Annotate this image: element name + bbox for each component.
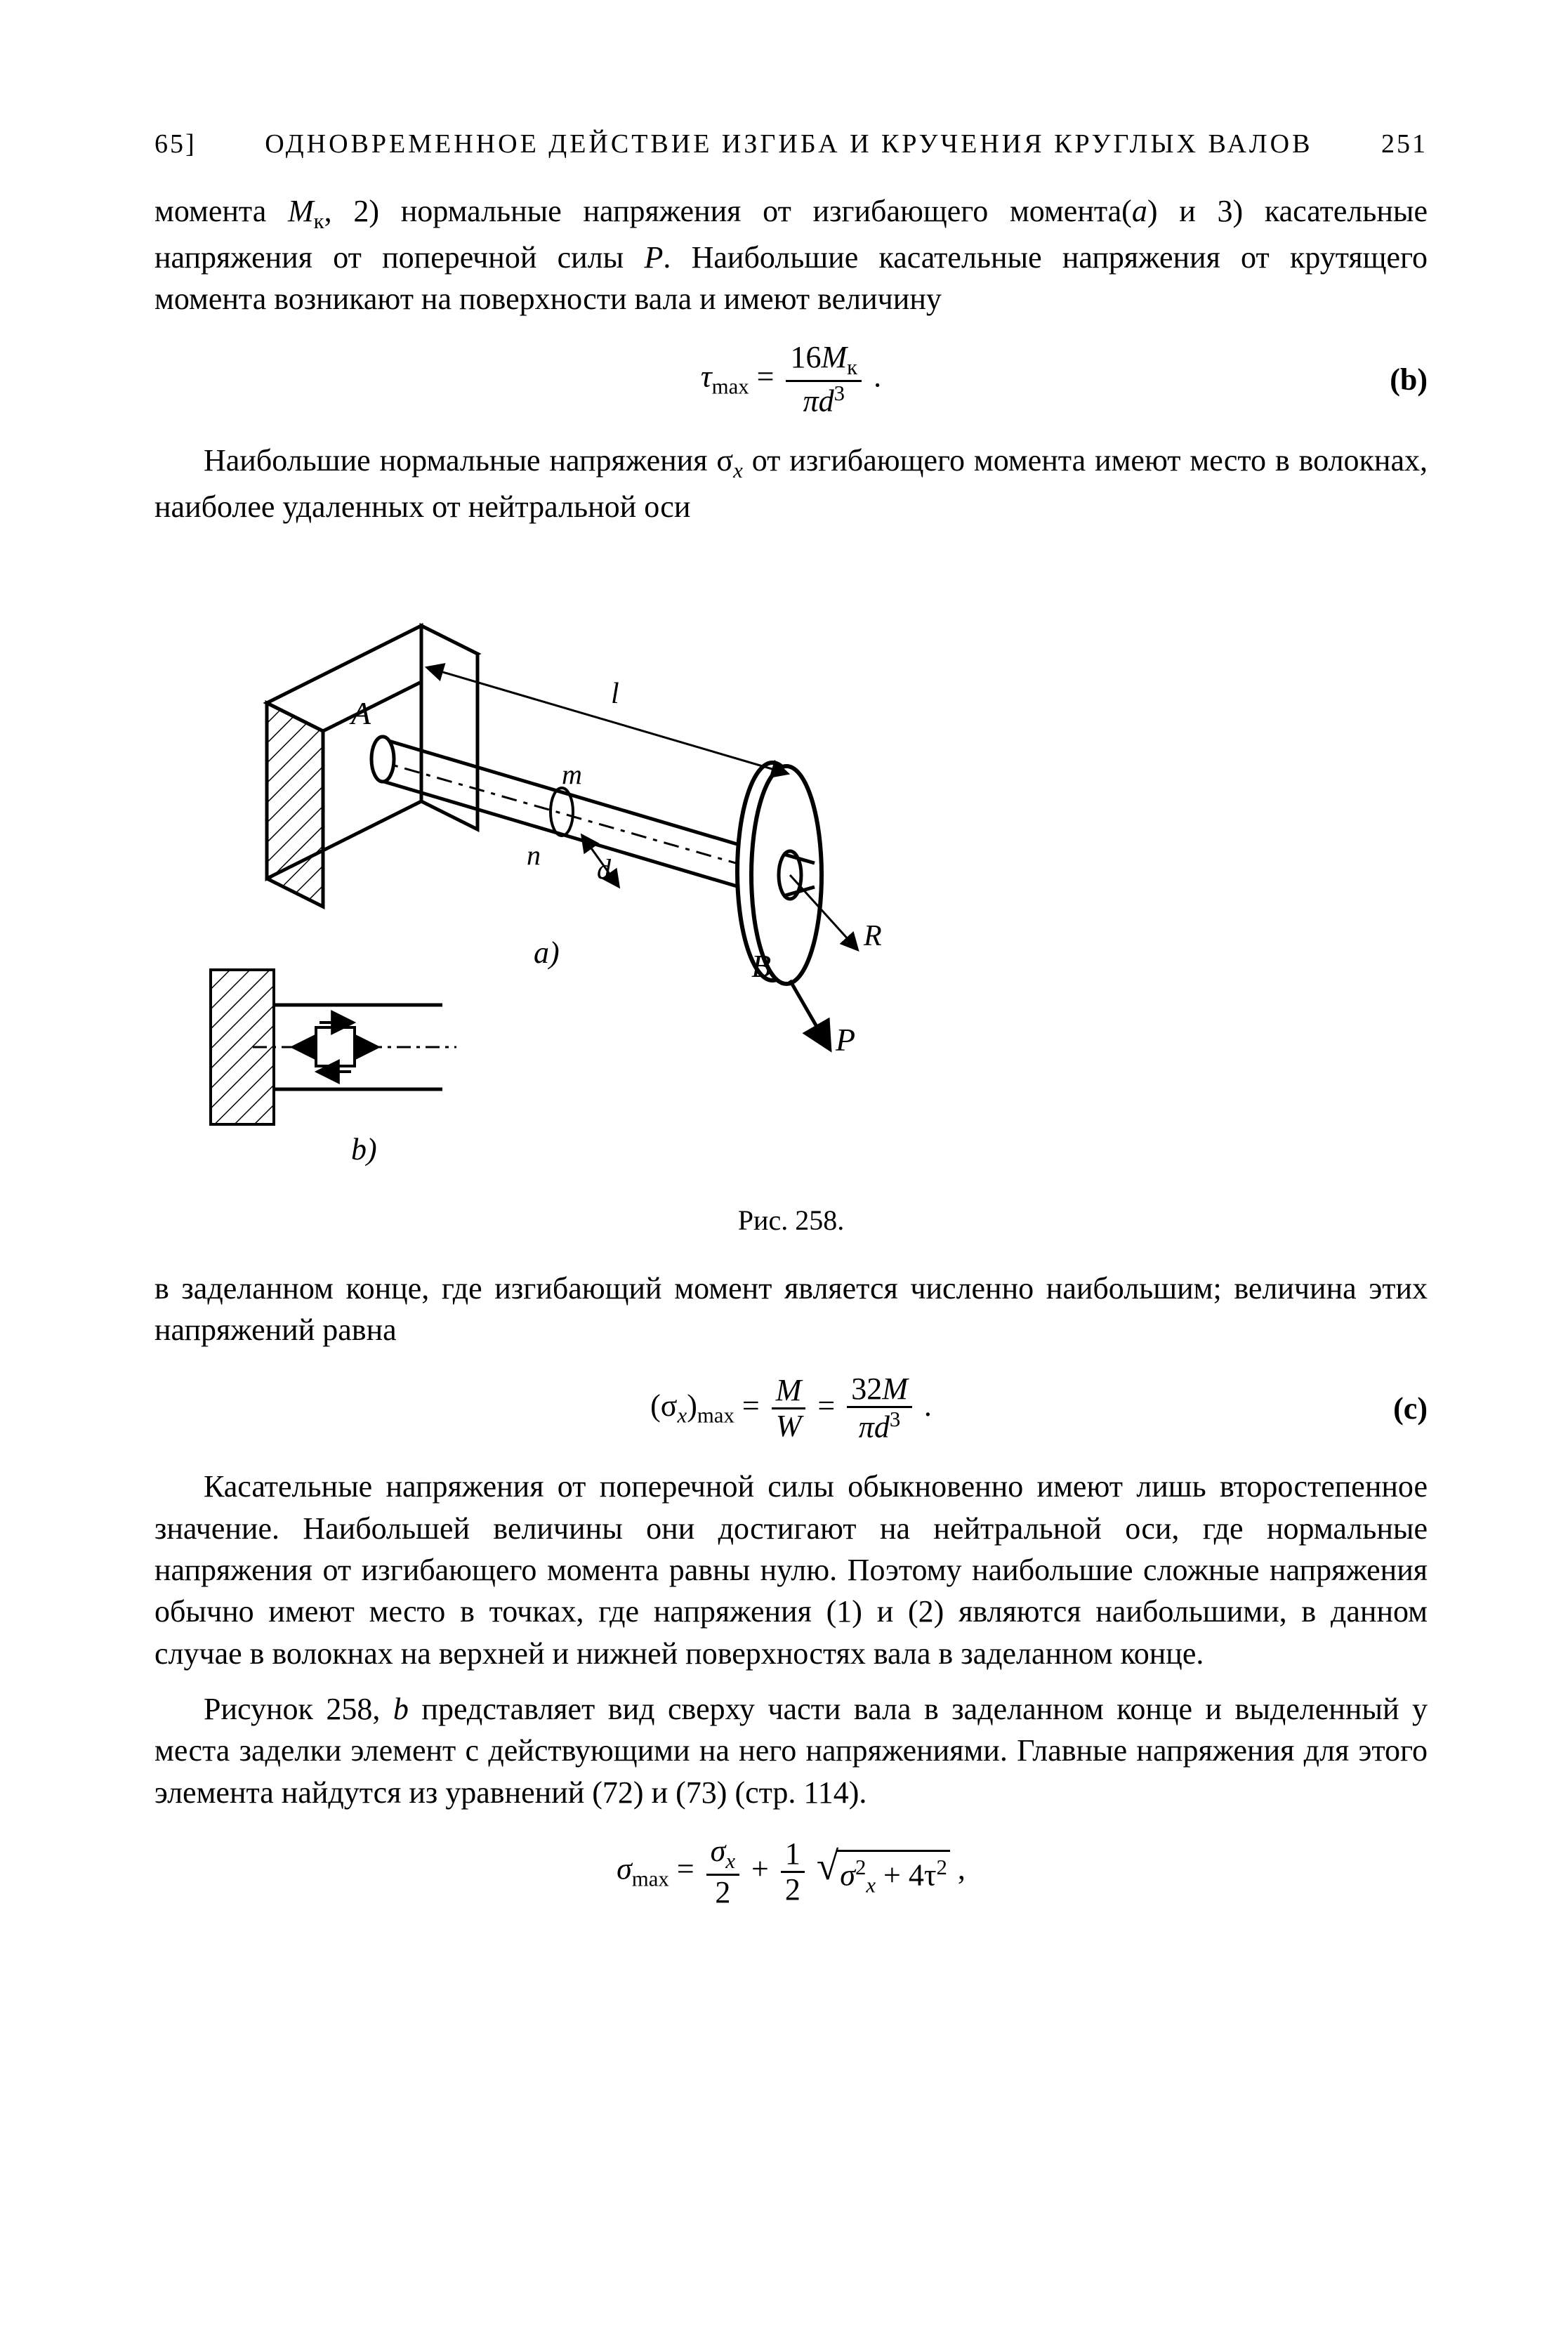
figure-258: l A m n d B R P a) — [154, 555, 1428, 1240]
paragraph-4: Касательные напряжения от поперечной сил… — [154, 1466, 1428, 1674]
page: 65] ОДНОВРЕМЕННОЕ ДЕЙСТВИЕ ИЗГИБА И КРУЧ… — [0, 0, 1568, 2347]
fig-label-d: d — [597, 853, 612, 885]
equation-b: τmax = 16Mк πd3 . (b) — [154, 341, 1428, 419]
fig-label-l: l — [611, 678, 619, 710]
fig-label-A: A — [349, 695, 371, 731]
equation-c: (σx)max = M W = 32M πd3 . (c) — [154, 1372, 1428, 1445]
running-header: 65] ОДНОВРЕМЕННОЕ ДЕЙСТВИЕ ИЗГИБА И КРУЧ… — [154, 126, 1428, 162]
paragraph-2: Наибольшие нормальные напряжения σx от и… — [154, 440, 1428, 527]
fig-label-a: a) — [534, 935, 560, 970]
paragraph-5: Рисунок 258, b представляет вид сверху ч… — [154, 1688, 1428, 1813]
fig-label-B: B — [751, 948, 771, 984]
figure-caption: Рис. 258. — [154, 1202, 1428, 1240]
paragraph-3: в заделанном конце, где изгибающий момен… — [154, 1268, 1428, 1351]
subfigure-a: l A m n d B R P a) — [267, 626, 882, 1058]
equation-sigma-max: σmax = σx 2 + 1 2 √ σ2x + 4τ2 , — [154, 1834, 1428, 1909]
header-title: ОДНОВРЕМЕННОЕ ДЕЙСТВИЕ ИЗГИБА И КРУЧЕНИЯ… — [197, 126, 1381, 162]
figure-258-svg: l A m n d B R P a) — [154, 555, 997, 1188]
paragraph-1: момента Mк, 2) нормальные напряжения от … — [154, 190, 1428, 320]
fig-label-P: P — [835, 1022, 855, 1058]
fig-label-n: n — [527, 839, 541, 871]
equation-b-label: (b) — [1390, 359, 1428, 400]
fig-label-R: R — [863, 920, 882, 952]
fig-label-m: m — [562, 758, 582, 790]
header-page-num: 251 — [1381, 126, 1428, 162]
subfigure-b: b) — [211, 970, 456, 1166]
header-section-num: 65] — [154, 126, 197, 162]
equation-c-label: (c) — [1393, 1388, 1428, 1429]
fig-label-b: b) — [351, 1132, 377, 1166]
